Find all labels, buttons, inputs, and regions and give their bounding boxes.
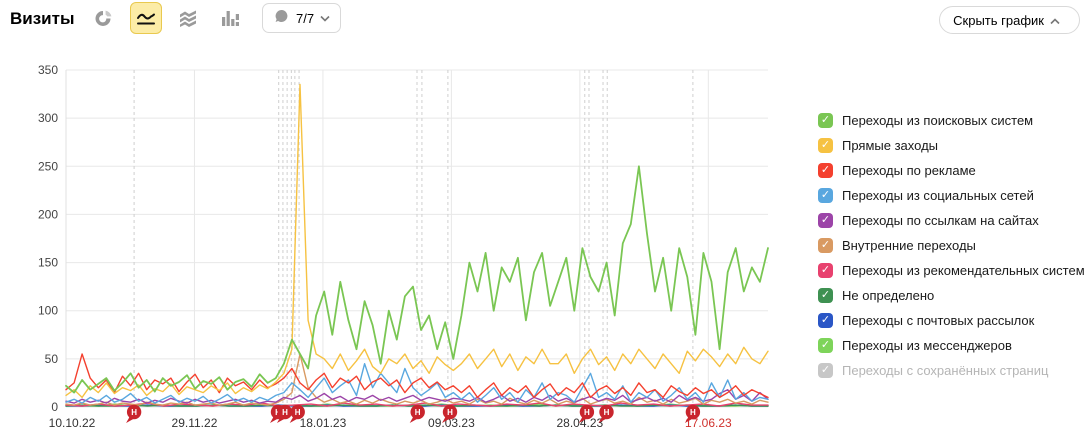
legend-item[interactable]: ✓ Переходы из социальных сетей	[818, 187, 1085, 203]
legend-item-label: Переходы с почтовых рассылок	[842, 312, 1035, 328]
legend-item[interactable]: ✓ Переходы из мессенджеров	[818, 337, 1085, 353]
svg-text:H: H	[415, 408, 421, 417]
legend-item[interactable]: ✓ Переходы с сохранённых страниц	[818, 362, 1085, 378]
legend-item-label: Переходы из рекомендательных систем	[842, 262, 1085, 278]
chart-series-line	[65, 363, 769, 404]
line-chart-icon	[135, 7, 157, 29]
legend-checkbox[interactable]: ✓	[818, 287, 833, 303]
legend-item-label: Не определено	[842, 287, 935, 303]
note-markers: HHHHHHHHH	[126, 404, 701, 423]
notes-count: 7/7	[296, 10, 315, 26]
chart-type-columns-button[interactable]	[214, 2, 246, 34]
chart-series-line	[65, 353, 769, 406]
pie-chart-icon	[94, 8, 114, 28]
legend-item-label: Прямые заходы	[842, 137, 939, 153]
column-chart-icon	[219, 7, 241, 29]
x-axis-tick-label: 17.06.23	[685, 416, 732, 430]
note-marker[interactable]: H	[598, 404, 614, 423]
comment-bubble-icon	[273, 8, 289, 29]
x-axis-tick-label: 29.11.22	[172, 416, 218, 430]
legend-item[interactable]: ✓ Переходы из рекомендательных систем	[818, 262, 1085, 278]
hide-chart-button[interactable]: Скрыть график	[939, 6, 1080, 34]
x-axis: 10.10.22 29.11.22 18.01.23 09.03.23 28.04.23…	[49, 416, 732, 430]
legend-checkbox[interactable]: ✓	[818, 362, 833, 378]
chart-series-line	[65, 353, 769, 399]
page-title: Визиты	[10, 9, 75, 28]
svg-text:H: H	[295, 408, 301, 417]
x-axis-tick-label: 10.10.22	[49, 416, 96, 430]
svg-text:H: H	[604, 408, 610, 417]
svg-text:H: H	[447, 408, 453, 417]
y-axis-tick-label: 300	[38, 111, 58, 125]
svg-text:H: H	[690, 408, 696, 417]
note-marker[interactable]: H	[277, 404, 293, 423]
legend-checkbox[interactable]: ✓	[818, 237, 833, 253]
x-axis-tick-label: 28.04.23	[557, 416, 604, 430]
legend-item[interactable]: ✓ Прямые заходы	[818, 137, 1085, 153]
stacked-area-chart-icon	[177, 7, 199, 29]
chevron-up-icon	[1050, 13, 1060, 28]
legend-item[interactable]: ✓ Не определено	[818, 287, 1085, 303]
chart-legend: ✓ Переходы из поисковых систем ✓ Прямые зах…	[818, 112, 1085, 378]
notes-filter-dropdown[interactable]: 7/7	[262, 3, 342, 33]
y-axis-tick-label: 0	[51, 400, 58, 414]
chart-type-toolbar: 7/7	[88, 2, 342, 34]
legend-item[interactable]: ✓ Внутренние переходы	[818, 237, 1085, 253]
legend-item-label: Переходы с сохранённых страниц	[842, 362, 1049, 378]
legend-checkbox[interactable]: ✓	[818, 137, 833, 153]
chart-series-line	[65, 389, 769, 404]
chart-area: 0 50 100 150 200 250 300 350 10.10.22 29.11.22 18.…	[0, 55, 800, 444]
legend-checkbox[interactable]: ✓	[818, 212, 833, 228]
note-marker[interactable]: H	[442, 404, 458, 423]
y-axis-tick-label: 100	[38, 304, 58, 318]
note-marker[interactable]: H	[409, 404, 425, 423]
legend-item-label: Переходы из мессенджеров	[842, 337, 1012, 353]
legend-checkbox[interactable]: ✓	[818, 312, 833, 328]
legend-item[interactable]: ✓ Переходы из поисковых систем	[818, 112, 1085, 128]
y-axis-tick-label: 200	[38, 207, 58, 221]
legend-item[interactable]: ✓ Переходы с почтовых рассылок	[818, 312, 1085, 328]
legend-item[interactable]: ✓ Переходы по ссылкам на сайтах	[818, 212, 1085, 228]
chart-series-line	[65, 165, 769, 394]
note-dashed-lines	[133, 70, 694, 409]
chevron-down-icon	[320, 9, 330, 27]
chart-type-stacked-button[interactable]	[172, 2, 204, 34]
note-marker[interactable]: H	[126, 404, 142, 423]
svg-text:H: H	[131, 408, 137, 417]
y-axis: 0 50 100 150 200 250 300 350	[38, 63, 58, 414]
legend-checkbox[interactable]: ✓	[818, 337, 833, 353]
chart-series	[65, 83, 769, 407]
y-axis-tick-label: 50	[45, 352, 59, 366]
chart-series-line	[65, 402, 769, 407]
x-axis-tick-label: 09.03.23	[428, 416, 475, 430]
legend-checkbox[interactable]: ✓	[818, 262, 833, 278]
legend-checkbox[interactable]: ✓	[818, 187, 833, 203]
note-marker[interactable]: H	[578, 404, 595, 423]
y-axis-tick-label: 150	[38, 256, 58, 270]
chart-series-line	[65, 83, 769, 399]
legend-checkbox[interactable]: ✓	[818, 112, 833, 128]
note-marker[interactable]: H	[684, 404, 701, 423]
legend-item[interactable]: ✓ Переходы по рекламе	[818, 162, 1085, 178]
chart-type-pie-button[interactable]	[88, 2, 120, 34]
legend-item-label: Переходы из социальных сетей	[842, 187, 1034, 203]
note-marker[interactable]: H	[289, 404, 305, 423]
x-axis-tick-label: 18.01.23	[300, 416, 347, 430]
y-axis-tick-label: 350	[38, 63, 58, 77]
legend-item-label: Переходы из поисковых систем	[842, 112, 1034, 128]
legend-item-label: Внутренние переходы	[842, 237, 976, 253]
visits-line-chart: 0 50 100 150 200 250 300 350 10.10.22 29.11.22 18.…	[38, 63, 769, 430]
svg-text:H: H	[584, 408, 590, 417]
chart-type-line-button[interactable]	[130, 2, 162, 34]
legend-item-label: Переходы по рекламе	[842, 162, 976, 178]
hide-chart-label: Скрыть график	[953, 12, 1044, 28]
legend-item-label: Переходы по ссылкам на сайтах	[842, 212, 1039, 228]
svg-text:H: H	[282, 408, 288, 417]
legend-checkbox[interactable]: ✓	[818, 162, 833, 178]
y-axis-tick-label: 250	[38, 159, 58, 173]
